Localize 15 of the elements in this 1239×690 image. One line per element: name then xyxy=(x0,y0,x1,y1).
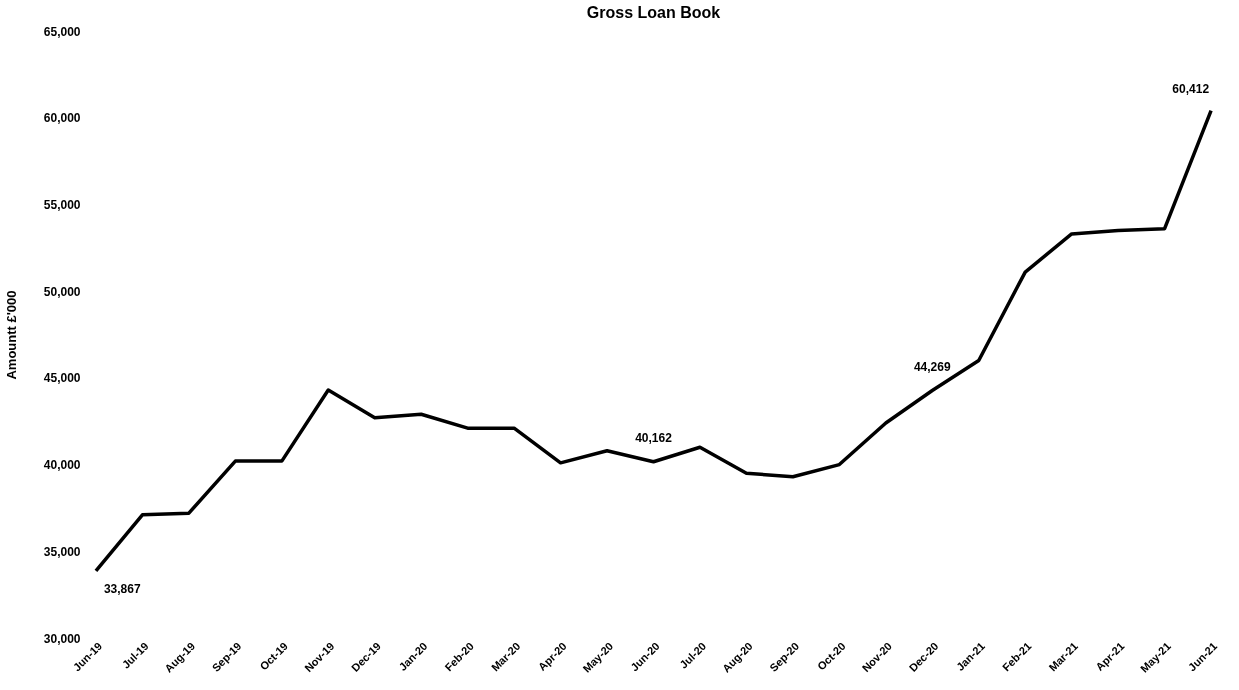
chart-title: Gross Loan Book xyxy=(586,4,721,21)
y-tick-label: 30,000 xyxy=(43,631,81,646)
y-tick-label: 65,000 xyxy=(43,24,81,39)
y-tick-label: 60,000 xyxy=(43,111,81,126)
annotation: 33,867 xyxy=(103,581,141,596)
annotation: 44,269 xyxy=(913,359,951,374)
y-tick-label: 35,000 xyxy=(43,544,81,559)
annotation: 40,162 xyxy=(635,430,673,445)
annotation: 60,412 xyxy=(1172,81,1210,96)
y-axis-title: Amountt £'000 xyxy=(3,290,19,380)
y-tick-label: 40,000 xyxy=(43,458,81,473)
y-tick-label: 45,000 xyxy=(43,371,81,386)
line-series xyxy=(94,108,1213,573)
y-tick-label: 50,000 xyxy=(43,284,81,299)
y-tick-label: 55,000 xyxy=(43,197,81,212)
